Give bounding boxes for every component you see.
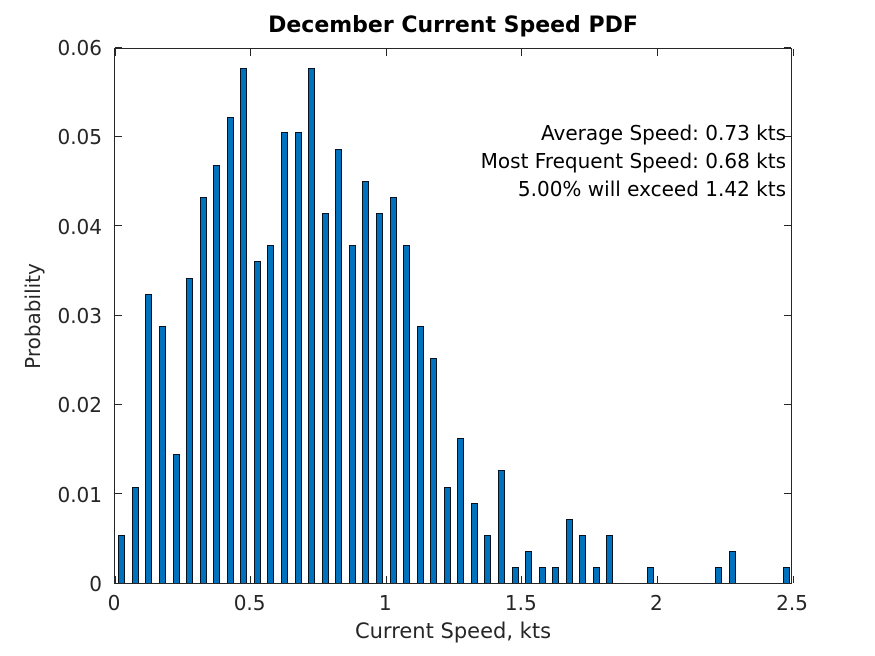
y-axis-tick	[115, 403, 122, 405]
y-axis-tick	[115, 46, 122, 48]
x-axis-tick	[521, 49, 523, 56]
histogram-bar	[443, 486, 451, 583]
y-axis-tick	[784, 225, 791, 227]
y-tick-label: 0.05	[57, 125, 102, 150]
y-axis-tick	[784, 314, 791, 316]
histogram-bar	[525, 550, 533, 583]
x-axis-tick	[656, 576, 658, 583]
plot-area	[114, 46, 794, 584]
y-axis-tick	[784, 403, 791, 405]
chart-title: December Current Speed PDF	[268, 13, 638, 38]
y-axis-tick	[115, 225, 122, 227]
x-tick-label: 1.5	[504, 591, 537, 615]
histogram-bar	[728, 550, 736, 583]
histogram-bar	[253, 261, 261, 583]
x-axis-tick	[385, 49, 387, 56]
histogram-bar	[565, 518, 573, 583]
annotation-block: Average Speed: 0.73 kts Most Frequent Sp…	[481, 119, 786, 203]
x-axis-label: Current Speed, kts	[354, 619, 552, 643]
histogram-bar	[240, 67, 248, 583]
x-tick-label: 2	[650, 591, 663, 615]
histogram-bar	[430, 357, 438, 583]
y-tick-label: 0.01	[57, 482, 102, 507]
histogram-bar	[782, 566, 790, 583]
histogram-bar	[498, 470, 505, 583]
y-axis-tick	[784, 135, 791, 137]
histogram-bar	[348, 245, 356, 583]
y-axis-tick	[784, 46, 791, 48]
histogram-bar	[579, 534, 587, 583]
x-axis-tick	[656, 49, 658, 56]
histogram-bar	[552, 566, 560, 583]
x-axis-tick	[792, 576, 794, 583]
histogram-bar	[199, 197, 207, 583]
histogram-bar	[335, 148, 343, 583]
histogram-bar	[145, 293, 153, 583]
histogram-bar	[416, 325, 424, 583]
histogram-bar	[186, 277, 194, 583]
y-tick-label: 0.06	[57, 36, 102, 60]
histogram-bar	[308, 67, 316, 583]
histogram-bar	[606, 534, 614, 583]
x-axis-tick	[114, 576, 116, 583]
histogram-bar	[592, 566, 600, 583]
histogram-bar	[511, 566, 519, 583]
histogram-bar	[538, 566, 546, 583]
x-tick-label: 1	[378, 591, 392, 615]
histogram-bar	[470, 502, 478, 583]
histogram-bar	[159, 325, 166, 583]
histogram-bar	[389, 197, 397, 583]
x-axis-tick	[114, 49, 116, 56]
annotation-exceedance: 5.00% will exceed 1.42 kts	[517, 177, 786, 201]
y-tick-label: 0.04	[57, 214, 102, 239]
histogram-bar	[267, 245, 275, 583]
histogram-bar	[321, 213, 329, 583]
y-axis-tick	[115, 314, 122, 316]
histogram-bar	[131, 486, 139, 583]
histogram-bar	[647, 566, 655, 583]
y-tick-label: 0	[89, 572, 102, 596]
y-axis-tick	[115, 493, 122, 495]
histogram-bar	[403, 245, 410, 583]
y-axis-tick	[115, 135, 122, 137]
y-axis-tick	[115, 582, 122, 584]
x-tick-label: 2.5	[776, 591, 808, 615]
histogram-bar	[118, 534, 126, 583]
histogram-bar	[375, 213, 383, 583]
y-axis-tick	[784, 493, 791, 495]
histogram-bar	[457, 438, 465, 583]
histogram-bar	[172, 454, 180, 583]
x-axis-tick	[250, 576, 252, 583]
histogram-bar	[281, 131, 288, 583]
histogram-bar	[362, 181, 370, 583]
annotation-most-frequent-speed: Most Frequent Speed: 0.68 kts	[480, 149, 786, 173]
x-tick-label: 0.5	[233, 591, 266, 615]
histogram-bar	[714, 566, 722, 583]
x-tick-label: 0	[107, 591, 121, 615]
y-tick-label: 0.03	[57, 304, 102, 328]
x-axis-tick	[521, 576, 523, 583]
x-axis-tick	[385, 576, 387, 583]
histogram-bar	[226, 116, 234, 583]
histogram-bar	[484, 534, 492, 583]
histogram-bar	[213, 164, 221, 583]
annotation-average-speed: Average Speed: 0.73 kts	[540, 121, 786, 145]
x-axis-tick	[250, 49, 252, 56]
x-axis-tick	[792, 49, 794, 56]
y-tick-label: 0.02	[57, 393, 102, 418]
y-axis-tick	[784, 582, 791, 584]
histogram-bar	[294, 131, 302, 583]
